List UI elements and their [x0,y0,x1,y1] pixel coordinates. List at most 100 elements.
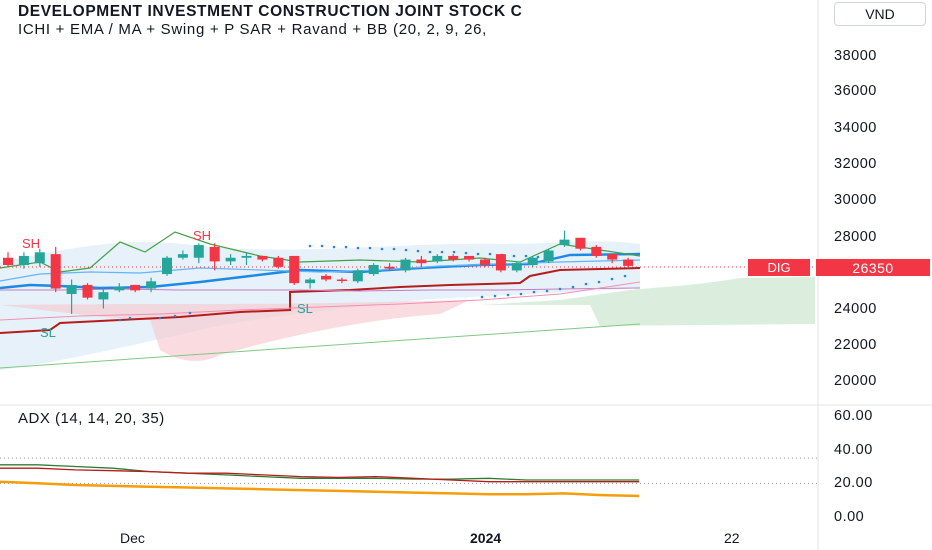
time-axis-label: 22 [724,530,740,546]
candle-body [225,257,236,262]
candle-body [464,255,475,260]
candle-body [321,275,331,280]
parabolic-sar-dot [488,252,492,256]
parabolic-sar-dot [536,255,540,259]
adx-series-line [0,480,640,498]
time-axis-label: Dec [120,530,145,546]
candle-body [3,257,13,265]
candle-body [18,255,29,265]
price-axis-label: 30000 [834,192,877,208]
adx-axis-label: 60.00 [834,408,873,424]
parabolic-sar-dot [493,294,497,298]
parabolic-sar-dot [480,295,484,299]
price-axis-label: 34000 [834,120,877,136]
candle-body [607,254,618,260]
parabolic-sar-dot [308,244,312,248]
candle-body [543,250,554,262]
candle-body [114,286,125,291]
parabolic-sar-dot [524,254,528,258]
candle-body [146,281,157,289]
parabolic-sar-dot [380,247,384,251]
parabolic-sar-dot [416,249,420,253]
candle-body [273,257,284,267]
last-price-tag: 26350 [816,259,930,276]
parabolic-sar-dot [440,250,444,254]
candle-body [82,284,93,298]
symbol-price-tag: DIG [748,259,810,276]
candle-body [384,266,395,269]
parabolic-sar-dot [610,277,614,281]
parabolic-sar-dot [597,280,601,284]
candle-body [305,279,316,284]
candle-body [575,237,586,249]
candle-body [591,246,602,256]
candle-body [527,257,538,265]
parabolic-sar-dot [545,289,549,293]
candle-body [130,284,141,291]
parabolic-sar-dot [392,247,396,251]
parabolic-sar-dot [332,245,336,249]
parabolic-sar-dot [532,290,536,294]
price-axis-label: 28000 [834,229,877,245]
candle-body [480,259,490,265]
candle-body [162,257,172,275]
price-axis-label: 20000 [834,373,877,389]
price-axis-label: 22000 [834,337,877,353]
candle-body [559,239,570,246]
adx-axis-label: 0.00 [834,509,865,525]
adx-axis-label: 40.00 [834,442,873,458]
parabolic-sar-dot [452,250,456,254]
adx-indicator-label[interactable]: ADX (14, 14, 20, 35) [18,410,165,427]
price-axis-label: 24000 [834,301,877,317]
baseline-pink [0,281,641,321]
long-term-trend-line [0,323,641,369]
candle-body [511,263,522,271]
candle-body [495,254,506,271]
candle-body [34,252,45,264]
parabolic-sar-dot [344,245,348,249]
adx-series-line [0,467,640,483]
adx-series-line [0,464,640,481]
candle-body [193,245,204,258]
candle-body [241,255,252,258]
time-axis-label: 2024 [470,530,502,546]
ichimoku-cloud-bullish [480,277,815,326]
parabolic-sar-dot [128,316,132,320]
candle-body [448,255,459,260]
candle-body [368,265,379,275]
parabolic-sar-dot [558,287,562,291]
moving-average-purple [0,287,641,292]
parabolic-sar-dot [623,274,627,278]
parabolic-sar-dot [506,293,510,297]
parabolic-sar-dot [356,246,360,250]
candle-body [432,255,443,262]
candle-body [66,284,77,294]
candle-body [289,255,300,284]
parabolic-sar-dot [571,285,575,289]
candle-body [98,292,109,300]
currency-button[interactable]: VND [834,2,926,26]
indicator-legend[interactable]: ICHI + EMA / MA + Swing + P SAR + Ravand… [18,21,488,38]
adx-axis-label: 20.00 [834,475,873,491]
parabolic-sar-dot [188,311,192,315]
candle-body [177,254,188,258]
swing-low-marker: SL [297,301,313,316]
parabolic-sar-dot [464,251,468,255]
parabolic-sar-dot [404,248,408,252]
price-axis-label: 32000 [834,156,877,172]
parabolic-sar-dot [368,246,372,250]
candle-body [257,255,268,260]
parabolic-sar-dot [519,292,523,296]
parabolic-sar-dot [476,252,480,256]
candle-body [400,259,411,271]
parabolic-sar-dot [428,250,432,254]
swing-high-marker: SH [193,228,212,243]
candle-body [623,259,634,266]
price-axis-label: 38000 [834,48,877,64]
parabolic-sar-dot [118,318,122,322]
moving-average-red [0,267,641,334]
parabolic-sar-dot [320,244,324,248]
candle-body [336,279,347,281]
